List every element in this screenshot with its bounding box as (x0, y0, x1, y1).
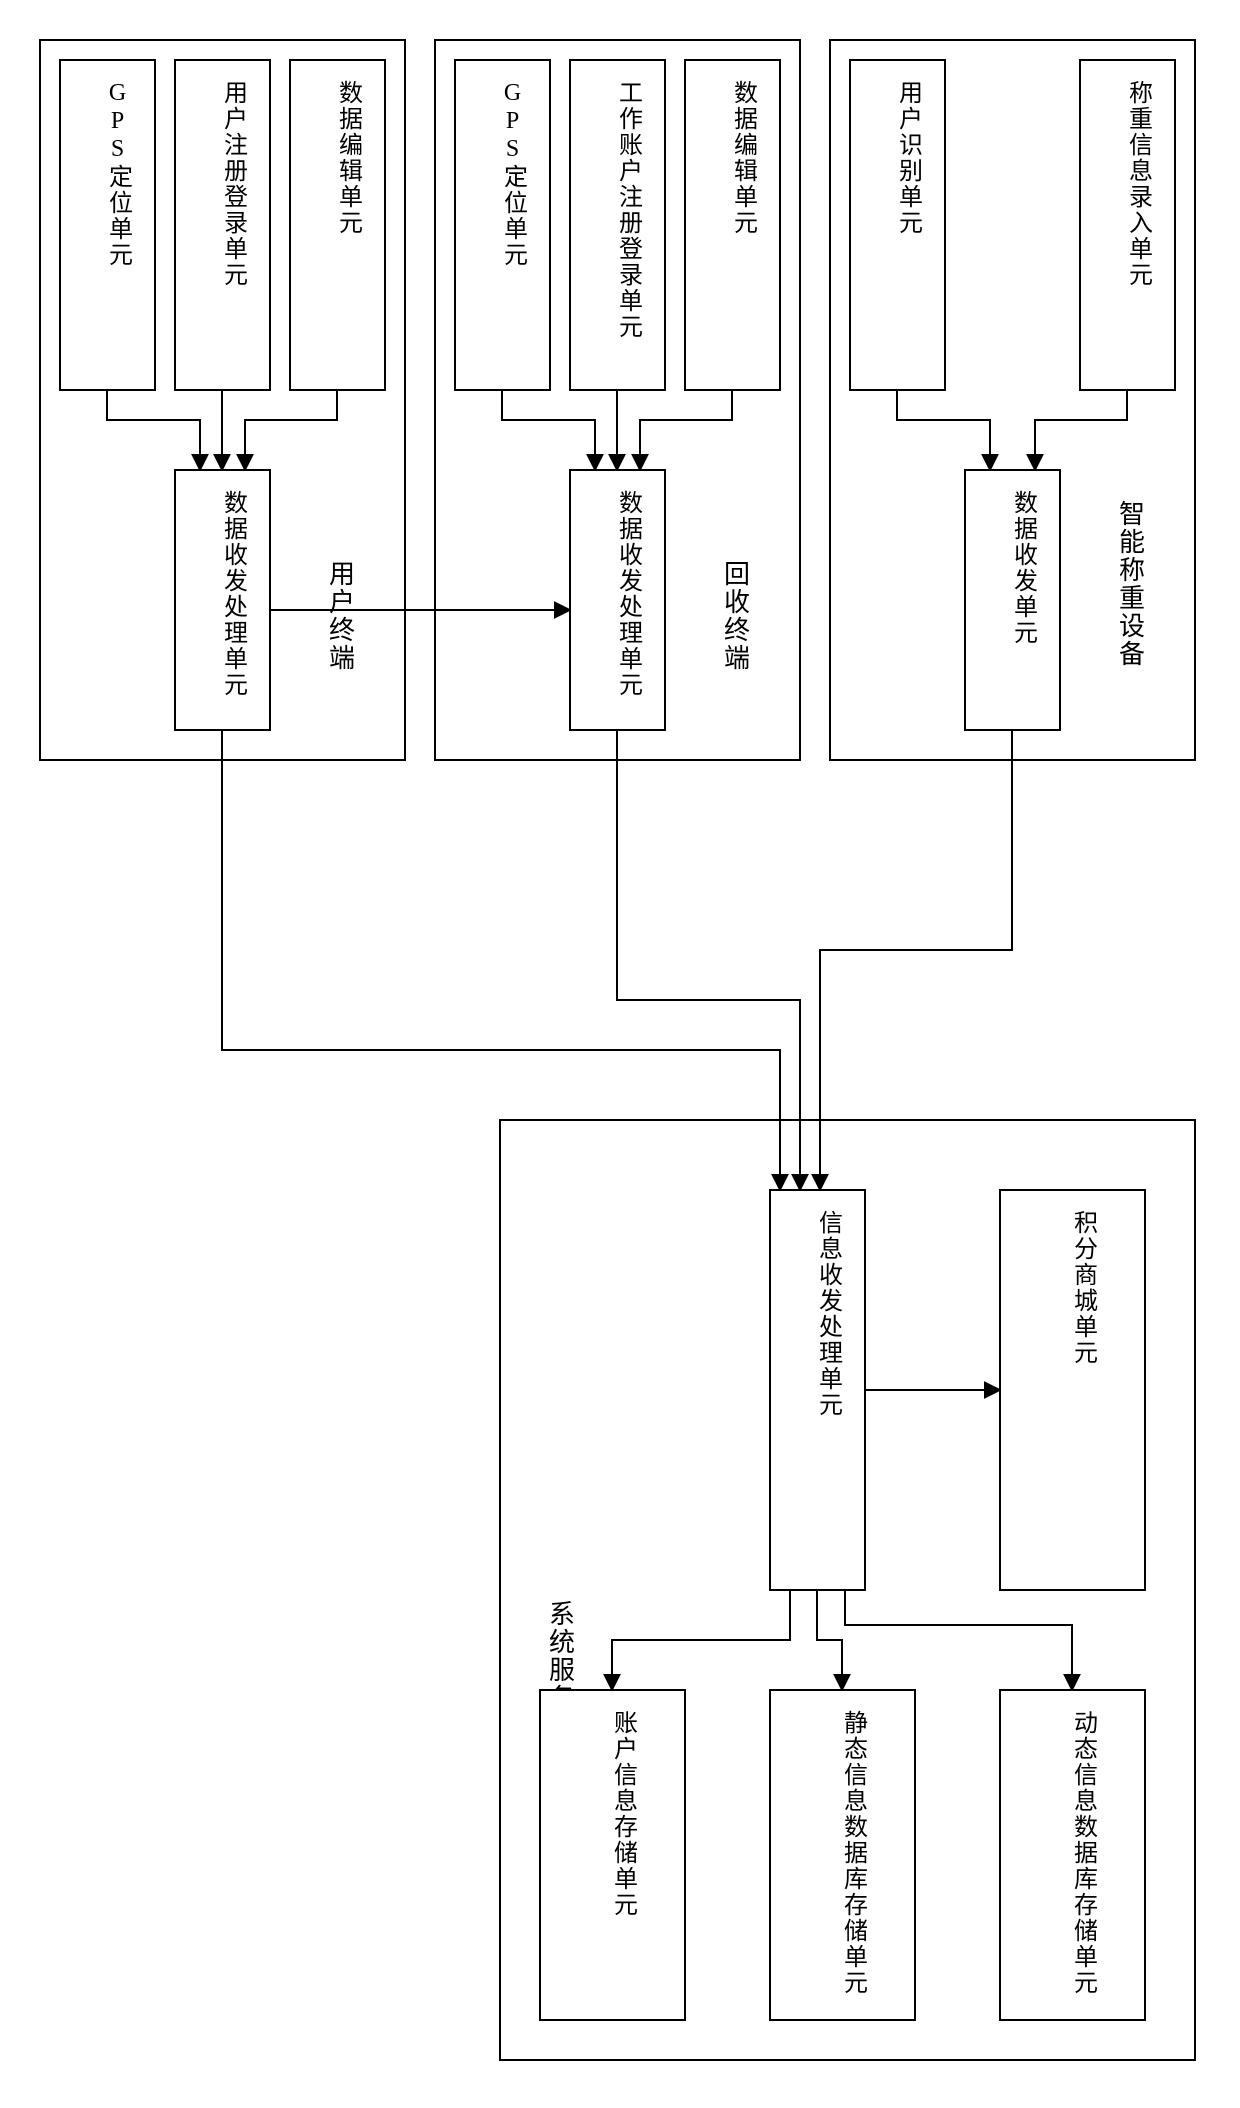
node-label-s_trx: 信息收发处理单元 (815, 1210, 843, 1418)
node-u_gps: GPS定位单元 (60, 60, 155, 390)
node-label-w_uid: 用户识别单元 (895, 80, 923, 236)
node-label-r_trx: 数据收发处理单元 (615, 490, 643, 698)
node-label-s_acct: 账户信息存储单元 (610, 1710, 638, 1918)
node-label-u_gps: GPS定位单元 (105, 80, 133, 268)
node-label-r_reg: 工作账户注册登录单元 (615, 80, 643, 340)
container-label-user_terminal: 用户终端 (326, 560, 355, 672)
node-s_acct: 账户信息存储单元 (540, 1690, 685, 2020)
node-label-u_trx: 数据收发处理单元 (220, 490, 248, 698)
node-label-u_edit: 数据编辑单元 (335, 80, 363, 236)
node-label-s_dynamic: 动态信息数据库存储单元 (1070, 1710, 1098, 1996)
node-s_mall: 积分商城单元 (1000, 1190, 1145, 1590)
node-r_reg: 工作账户注册登录单元 (570, 60, 665, 390)
node-u_reg: 用户注册登录单元 (175, 60, 270, 390)
node-w_trx: 数据收发单元 (965, 470, 1060, 730)
flowchart-diagram: 用户终端回收终端智能称重设备系统服务器GPS定位单元用户注册登录单元数据编辑单元… (0, 0, 1240, 2108)
node-u_edit: 数据编辑单元 (290, 60, 385, 390)
container-label-recycle_terminal: 回收终端 (721, 560, 750, 672)
node-label-w_trx: 数据收发单元 (1010, 490, 1038, 646)
node-label-w_weigh: 称重信息录入单元 (1125, 80, 1153, 288)
node-s_trx: 信息收发处理单元 (770, 1190, 865, 1590)
node-r_trx: 数据收发处理单元 (570, 470, 665, 730)
node-label-s_static: 静态信息数据库存储单元 (840, 1710, 868, 1996)
node-label-r_edit: 数据编辑单元 (730, 80, 758, 236)
node-label-r_gps: GPS定位单元 (500, 80, 528, 268)
container-label-smart_weigh: 智能称重设备 (1116, 500, 1145, 668)
node-label-s_mall: 积分商城单元 (1070, 1210, 1098, 1366)
node-r_edit: 数据编辑单元 (685, 60, 780, 390)
node-u_trx: 数据收发处理单元 (175, 470, 270, 730)
node-w_uid: 用户识别单元 (850, 60, 945, 390)
node-r_gps: GPS定位单元 (455, 60, 550, 390)
node-label-u_reg: 用户注册登录单元 (220, 80, 248, 288)
node-s_dynamic: 动态信息数据库存储单元 (1000, 1690, 1145, 2020)
node-s_static: 静态信息数据库存储单元 (770, 1690, 915, 2020)
node-w_weigh: 称重信息录入单元 (1080, 60, 1175, 390)
